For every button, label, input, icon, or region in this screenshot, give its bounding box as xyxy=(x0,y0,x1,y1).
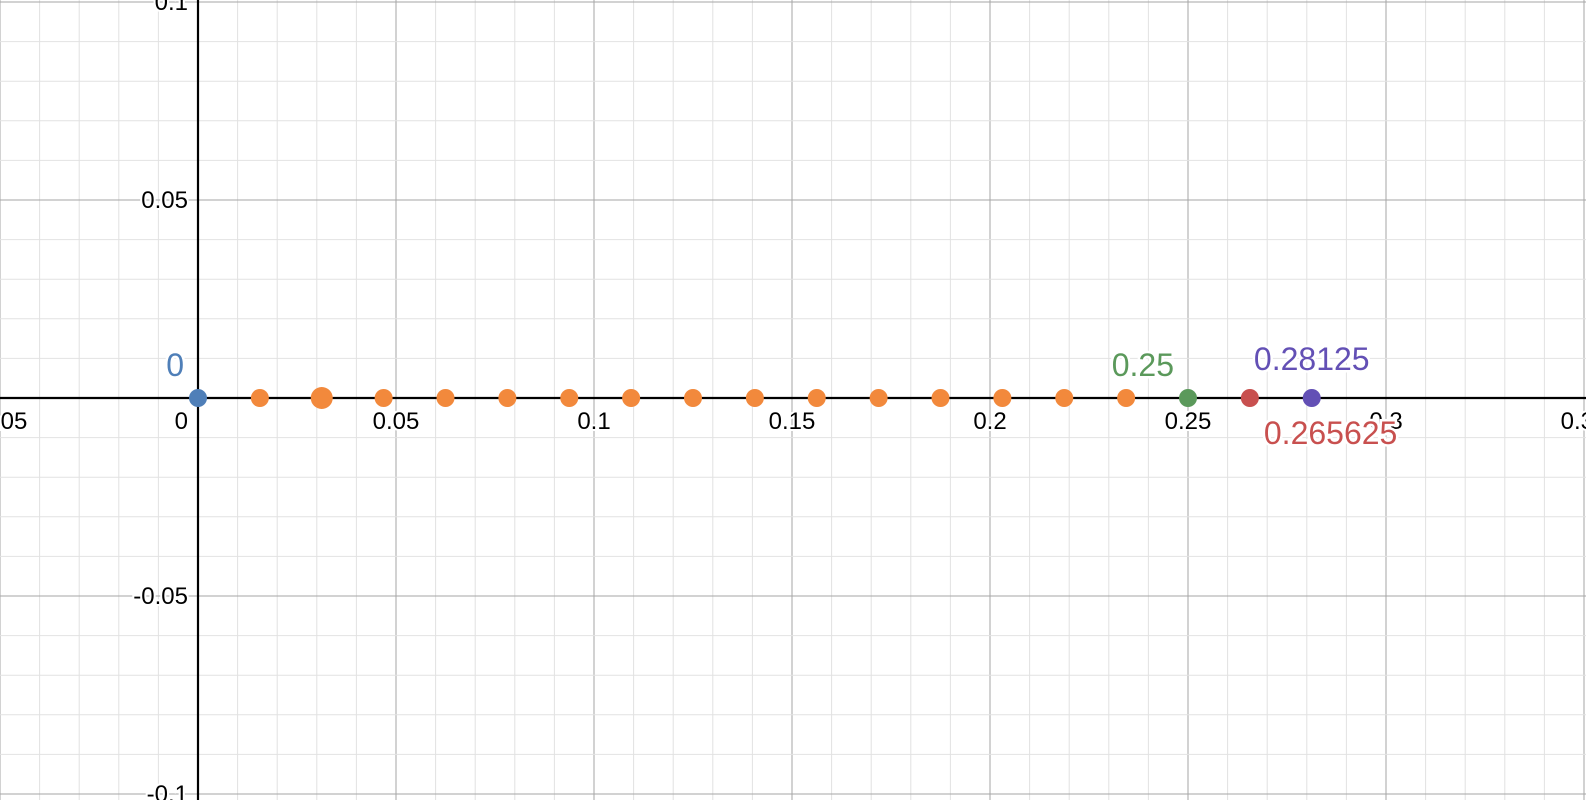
data-point[interactable] xyxy=(993,389,1012,407)
x-tick-label: 0.1 xyxy=(577,408,610,435)
data-point[interactable] xyxy=(1055,389,1074,407)
x-tick-label: 0.2 xyxy=(973,408,1006,435)
point-label: 0 xyxy=(166,347,184,383)
y-tick-label: 0.05 xyxy=(141,187,188,214)
data-points xyxy=(189,387,1321,409)
data-point[interactable] xyxy=(189,389,207,407)
data-point[interactable] xyxy=(869,389,888,407)
data-point[interactable] xyxy=(622,389,641,407)
data-point[interactable] xyxy=(745,389,764,407)
data-point[interactable] xyxy=(250,389,269,407)
x-tick-label: 0.35 xyxy=(1561,408,1586,435)
point-label: 0.28125 xyxy=(1254,341,1370,377)
y-tick-label: -0.05 xyxy=(133,583,188,610)
data-point[interactable] xyxy=(684,389,702,407)
data-point[interactable] xyxy=(807,389,826,407)
point-label: 0.25 xyxy=(1112,347,1174,383)
x-tick-label: 0.05 xyxy=(373,408,420,435)
data-point[interactable] xyxy=(1240,389,1259,407)
x-tick-label: -0.05 xyxy=(0,408,27,435)
x-tick-label: 0.15 xyxy=(769,408,816,435)
y-tick-label: 0.1 xyxy=(155,0,188,16)
point-labels: 0 0.25 0.265625 0.28125 xyxy=(164,339,1400,454)
data-point[interactable] xyxy=(931,389,950,407)
data-point[interactable] xyxy=(1179,389,1197,407)
data-point[interactable] xyxy=(1302,389,1321,407)
data-point[interactable] xyxy=(436,389,455,407)
data-point[interactable] xyxy=(560,389,579,407)
data-point[interactable] xyxy=(498,389,517,407)
x-tick-label: 0.3 xyxy=(1369,408,1402,435)
data-point[interactable] xyxy=(310,387,333,409)
x-tick-label: 0 xyxy=(175,408,188,435)
point-label: 0.265625 xyxy=(1264,415,1397,451)
y-tick-label: -0.1 xyxy=(147,781,188,800)
data-point[interactable] xyxy=(374,389,393,407)
data-point[interactable] xyxy=(1117,389,1136,407)
x-tick-label: 0.25 xyxy=(1165,408,1212,435)
